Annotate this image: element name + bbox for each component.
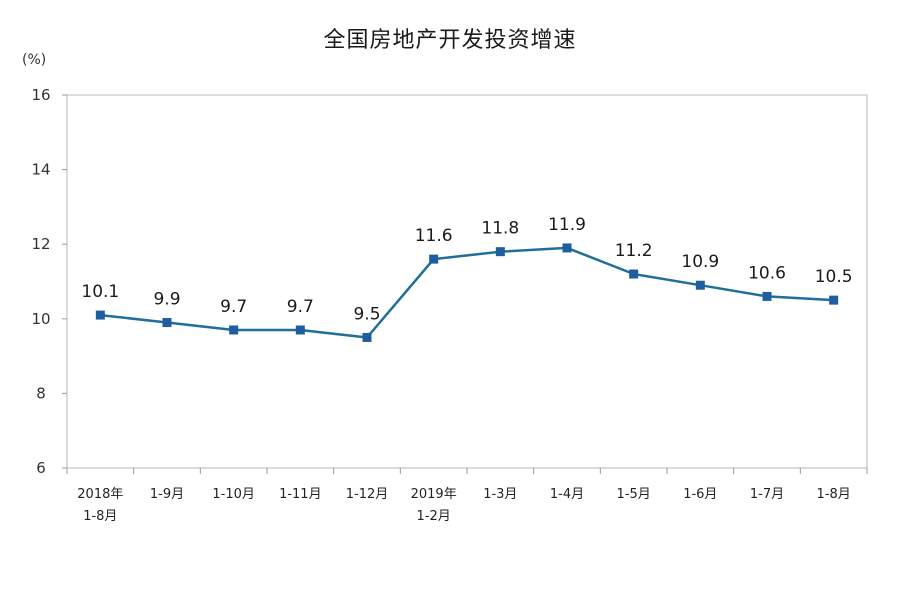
x-tick-label: 2018年 1-8月: [77, 487, 123, 524]
data-label: 9.7: [287, 297, 314, 317]
x-tick-label: 2019年 1-2月: [411, 487, 457, 524]
data-label: 10.1: [81, 282, 119, 302]
data-label: 11.9: [548, 215, 586, 235]
data-point-marker: [429, 254, 439, 264]
y-axis-unit-label: (%): [22, 52, 46, 68]
data-label: 10.9: [681, 252, 719, 272]
series-markers: [95, 243, 839, 342]
data-labels: 10.1 9.9 9.7 9.7 9.5 11.6 11.8 11.9 11.2 10.9 10.6…: [81, 215, 852, 325]
y-tick-label: 8: [36, 384, 46, 402]
data-point-marker: [495, 247, 505, 257]
chart-title: 全国房地产开发投资增速: [323, 28, 577, 53]
data-label: 9.9: [153, 290, 180, 310]
y-axis: 6 8 10 12 14 16: [31, 86, 67, 477]
data-point-marker: [162, 318, 172, 328]
data-label: 11.2: [615, 241, 653, 261]
data-point-marker: [95, 310, 105, 320]
x-tick-label: 1-4月: [550, 487, 584, 502]
data-point-marker: [695, 280, 705, 290]
data-point-marker: [295, 325, 305, 335]
x-tick-label: 1-7月: [750, 487, 784, 502]
x-tick-label: 1-6月: [683, 487, 717, 502]
data-point-marker: [562, 243, 572, 253]
x-tick-label: 1-11月: [279, 487, 322, 502]
series-line: [100, 246, 834, 339]
x-tick-label: 1-3月: [483, 487, 517, 502]
y-tick-label: 16: [31, 86, 50, 104]
x-tick-label: 1-9月: [150, 487, 184, 502]
x-tick-label: 1-12月: [346, 487, 389, 502]
data-label: 10.6: [748, 263, 786, 283]
x-tick-label: 1-10月: [212, 487, 255, 502]
data-label: 11.6: [415, 226, 453, 246]
y-tick-label: 12: [31, 235, 50, 253]
y-tick-label: 6: [36, 459, 46, 477]
x-tick-label: 1-8月: [817, 487, 851, 502]
data-point-marker: [829, 295, 839, 305]
x-axis: 2018年 1-8月 1-9月 1-10月 1-11月 1-12月 2019年 1-2月 1-3…: [66, 468, 868, 524]
data-point-marker: [762, 291, 772, 301]
plot-area-frame: [66, 94, 868, 469]
data-label: 10.5: [815, 267, 853, 287]
data-label: 9.7: [220, 297, 247, 317]
y-tick-label: 14: [31, 161, 50, 179]
data-label: 11.8: [481, 219, 519, 239]
data-point-marker: [229, 325, 239, 335]
data-label: 9.5: [353, 304, 380, 324]
data-point-marker: [362, 332, 372, 342]
x-tick-label: 1-5月: [617, 487, 651, 502]
data-point-marker: [629, 269, 639, 279]
y-tick-label: 10: [31, 310, 50, 328]
